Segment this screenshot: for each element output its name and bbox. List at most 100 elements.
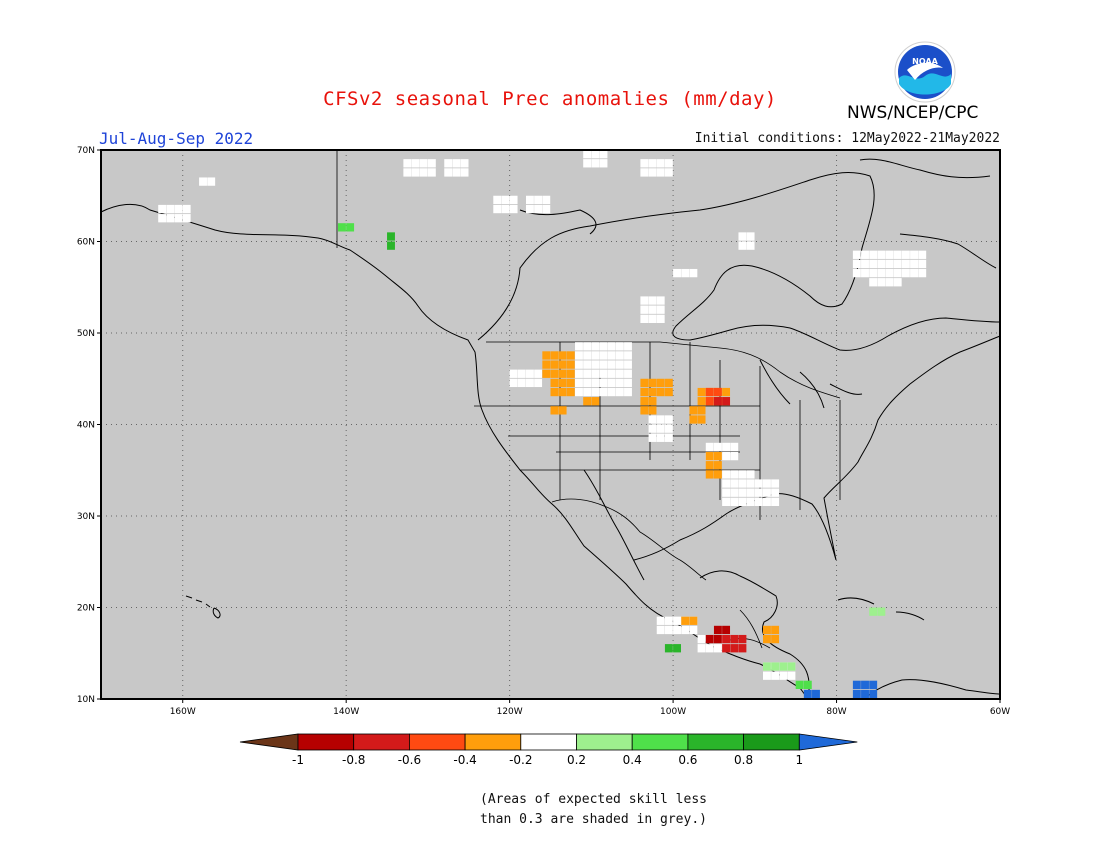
anomaly-cell (664, 168, 673, 177)
anomaly-cell (664, 625, 673, 635)
anomaly-cell (664, 378, 673, 388)
anomaly-cell (640, 159, 649, 168)
noaa-logo: NOAA (894, 41, 956, 103)
anomaly-cell (852, 268, 861, 278)
anomaly-cell (812, 689, 820, 699)
anomaly-cell (583, 159, 592, 168)
anomaly-cell (885, 259, 894, 269)
anomaly-cell (607, 360, 616, 369)
anomaly-cell (648, 433, 657, 442)
anomaly-cell (697, 634, 706, 644)
anomaly-cell (607, 378, 616, 388)
anomaly-cell (166, 214, 175, 223)
anomaly-cell (575, 378, 583, 388)
anomaly-cell (746, 479, 755, 488)
anomaly-cell (648, 378, 657, 388)
anomaly-cell (885, 278, 894, 287)
anomaly-cell (648, 168, 657, 177)
anomaly-cell (640, 296, 649, 305)
anomaly-cell (869, 680, 878, 689)
anomaly-cell (346, 223, 355, 232)
anomaly-cell (738, 488, 747, 497)
anomaly-cell (591, 387, 600, 397)
anomaly-cell (624, 360, 632, 369)
anomaly-cell (550, 360, 559, 369)
anomaly-cell (419, 159, 428, 168)
anomaly-cell (591, 342, 600, 351)
anomaly-cell (746, 497, 755, 506)
anomaly-cell (427, 168, 436, 177)
anomaly-cell (771, 662, 780, 671)
anomaly-cell (918, 268, 927, 278)
lat-label: 50N (77, 329, 95, 339)
anomaly-cell (697, 415, 706, 424)
anomaly-cell (697, 397, 706, 406)
anomaly-cell (697, 387, 706, 397)
anomaly-cell (885, 268, 894, 278)
anomaly-cell (656, 314, 665, 323)
anomaly-cell (869, 607, 878, 616)
anomaly-cell (901, 268, 910, 278)
anomaly-cell (664, 433, 673, 442)
anomaly-cell (722, 644, 731, 653)
anomaly-cell (640, 314, 649, 323)
anomaly-cell (779, 671, 788, 680)
anomaly-cell (705, 470, 714, 479)
anomaly-cell (558, 387, 567, 397)
anomaly-cell (444, 168, 453, 177)
anomaly-cell (689, 415, 698, 424)
anomaly-cell (403, 168, 412, 177)
colorbar-box (297, 733, 355, 751)
anomaly-cell (607, 351, 616, 360)
anomaly-cell (656, 616, 665, 625)
anomaly-cell (852, 250, 861, 259)
anomaly-cell (419, 168, 428, 177)
anomaly-cell (771, 671, 780, 680)
anomaly-cell (640, 397, 649, 406)
colorbar-label: -0.4 (453, 753, 476, 767)
anomaly-cell (558, 378, 567, 388)
colorbar-label: 0.2 (567, 753, 586, 767)
anomaly-cell (542, 360, 551, 369)
skill-note-line2: than 0.3 are shaded in grey.) (480, 812, 707, 827)
anomaly-cell (640, 378, 649, 388)
anomaly-cell (893, 278, 902, 287)
axis-labels: 70N 60N 50N 40N 30N 20N 10N 160W 140W 120W 100W 80W… (77, 146, 1010, 717)
season-label: Jul-Aug-Sep 2022 (99, 129, 254, 148)
colorbar-box (520, 733, 577, 751)
colorbar-box (743, 733, 800, 751)
anomaly-cell (689, 616, 698, 625)
anomaly-cell (762, 497, 771, 506)
anomaly-cell (901, 259, 910, 269)
lon-label: 140W (333, 707, 359, 717)
anomaly-cell (182, 204, 191, 214)
anomaly-cell (648, 314, 657, 323)
anomaly-cell (648, 305, 657, 314)
anomaly-cell (640, 406, 649, 415)
anomaly-cell (615, 387, 624, 397)
chart-title: CFSv2 seasonal Prec anomalies (mm/day) (323, 88, 777, 110)
anomaly-cell (501, 195, 510, 205)
anomaly-cell (615, 342, 624, 351)
anomaly-cell (771, 625, 780, 635)
anomaly-cell (599, 378, 608, 388)
anomaly-cell (722, 470, 731, 479)
anomaly-cell (705, 644, 714, 653)
anomaly-cell (656, 433, 665, 442)
anomaly-cell (771, 479, 780, 488)
anomaly-cell (640, 168, 649, 177)
anomaly-cell (738, 241, 747, 250)
anomaly-cell (852, 689, 861, 699)
anomaly-cell (558, 406, 567, 415)
anomaly-cell (762, 634, 771, 644)
anomaly-cell (550, 351, 559, 360)
anomaly-cell (566, 387, 575, 397)
anomaly-cell (656, 296, 665, 305)
anomaly-cell (697, 406, 706, 415)
anomaly-cell (583, 378, 592, 388)
anomaly-cell (338, 223, 346, 232)
anomaly-cell (624, 342, 632, 351)
anomaly-cell (174, 214, 183, 223)
anomaly-cell (599, 369, 608, 378)
agency-label: NWS/NCEP/CPC (847, 103, 979, 123)
